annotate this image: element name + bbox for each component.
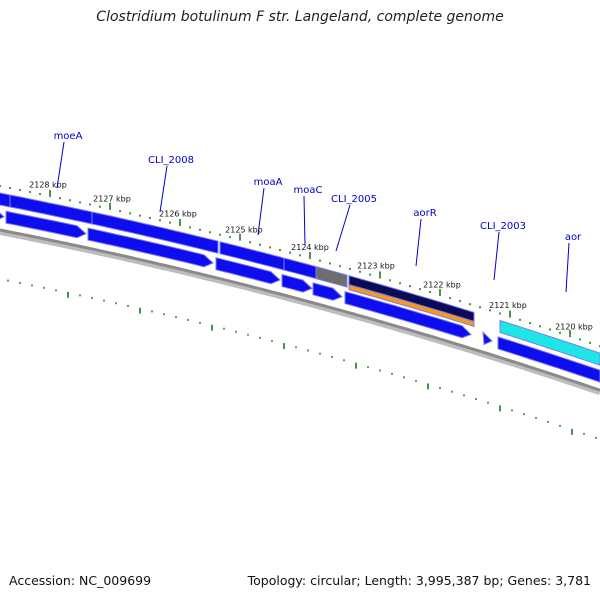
feature-layer: [0, 192, 600, 383]
tick-label: 2123 kbp: [357, 261, 395, 270]
gene-label-leader: [335, 204, 351, 252]
gene-feature: [344, 290, 472, 339]
backbone-layer: [0, 228, 600, 396]
accession-text: Accession: NC_009699: [9, 573, 152, 588]
gene-label-leader: [257, 187, 265, 236]
tick-label: 2120 kbp: [555, 322, 593, 331]
gene-feature: [312, 282, 343, 301]
tick-label: 2128 kbp: [29, 181, 67, 190]
gene-label: moeA: [54, 131, 83, 142]
tick-label: 2122 kbp: [423, 281, 461, 290]
gene-label-leader: [159, 165, 168, 213]
gene-feature: [283, 257, 317, 280]
gene-feature: [482, 330, 493, 346]
gene-feature-cyan: [499, 319, 600, 366]
gene-label: moaC: [294, 185, 323, 196]
tick-layer: 2128 kbp 2127 kbp 2126 kbp 2125 kbp 2124 kbp…: [0, 181, 600, 348]
gene-feature: [497, 336, 600, 383]
gene-label-leader: [303, 195, 306, 246]
gene-feature-orange: [348, 284, 475, 328]
tick-label: 2126 kbp: [159, 210, 197, 219]
inner-tick-ring: [7, 279, 597, 439]
gene-label-leader: [565, 242, 570, 293]
gene-feature-gray: [315, 265, 348, 288]
gene-feature: [215, 257, 281, 285]
gene-label: CLI_2003: [480, 221, 526, 232]
gene-label-layer: moeA CLI_2008 moaA moaC CLI_2005 aorR CLI_2003…: [54, 131, 582, 293]
genome-summary-text: Topology: circular; Length: 3,995,387 bp…: [247, 573, 591, 588]
tick-label: 2127 kbp: [93, 194, 131, 203]
gene-feature: [0, 192, 11, 208]
tick-label: 2124 kbp: [291, 243, 329, 252]
gene-feature: [87, 227, 214, 268]
gene-feature: [5, 210, 87, 239]
gene-label: CLI_2005: [331, 194, 377, 205]
gene-label: aor: [565, 232, 582, 243]
backbone-shadow: [0, 229, 600, 396]
gene-label-leader: [493, 231, 500, 281]
gene-feature: [281, 273, 313, 293]
gene-feature: [0, 212, 5, 220]
gene-label-leader: [56, 141, 65, 189]
tick-label: 2125 kbp: [225, 226, 263, 235]
gene-feature: [91, 211, 219, 254]
gene-label: CLI_2008: [148, 155, 194, 166]
backbone-line: [0, 228, 600, 392]
gene-label: aorR: [413, 208, 436, 219]
map-title: Clostridium botulinum F str. Langeland, …: [96, 9, 504, 25]
tick-label: 2121 kbp: [489, 301, 527, 310]
gene-label: moaA: [254, 177, 283, 188]
gene-label-leader: [415, 218, 422, 267]
